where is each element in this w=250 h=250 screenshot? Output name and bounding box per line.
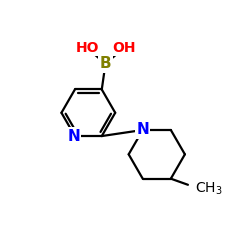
Text: N: N xyxy=(67,128,80,144)
Text: N: N xyxy=(136,122,149,138)
Text: HO: HO xyxy=(75,41,99,55)
Text: OH: OH xyxy=(112,41,136,55)
Text: CH$_3$: CH$_3$ xyxy=(195,180,223,197)
Text: B: B xyxy=(100,56,111,71)
